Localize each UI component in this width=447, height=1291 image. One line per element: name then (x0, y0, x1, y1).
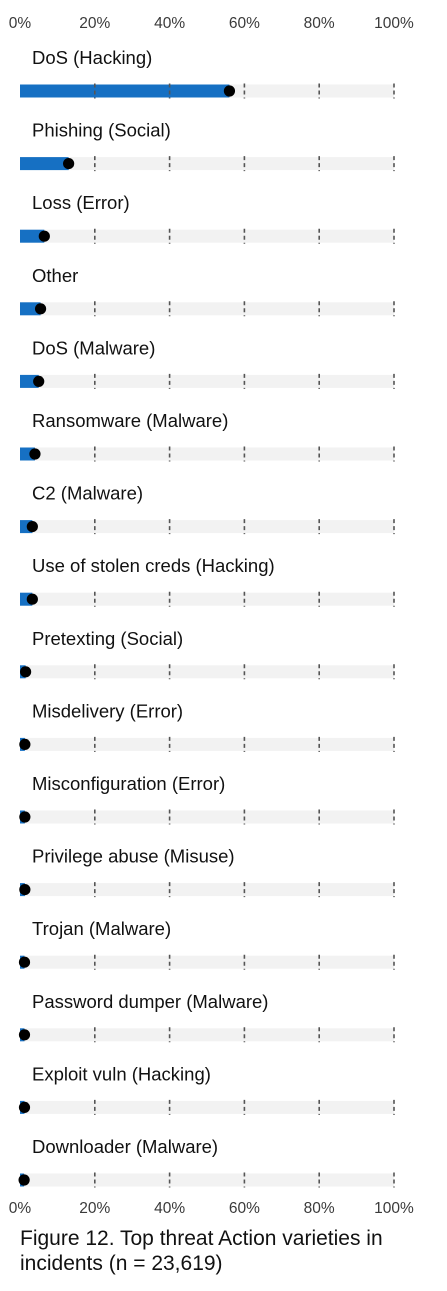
bar-track (20, 229, 394, 243)
x-axis-top-tick-label: 20% (79, 15, 110, 32)
category-label: Privilege abuse (Misuse) (32, 846, 235, 867)
bar-track (20, 447, 394, 461)
point-marker (26, 521, 38, 533)
bar-row: Loss (Error) (20, 192, 395, 244)
point-marker (20, 666, 32, 678)
bar-track (20, 883, 394, 897)
bar-track (20, 157, 394, 171)
bar-track (20, 592, 394, 606)
x-axis-bottom-tick-label: 20% (79, 1200, 110, 1217)
category-label: Loss (Error) (32, 192, 130, 213)
bar-row: Other (20, 265, 395, 317)
bar-rows: DoS (Hacking) Phishing (Social) Loss (Erro… (18, 47, 395, 1188)
x-axis-top-tick-label: 40% (154, 15, 185, 32)
figure-caption: Figure 12. Top threat Action varieties i… (20, 1227, 383, 1275)
bar-track (20, 955, 394, 969)
category-label: Phishing (Social) (32, 120, 171, 141)
x-axis-top-tick-label: 100% (374, 15, 414, 32)
bar-row: Use of stolen creds (Hacking) (20, 555, 395, 607)
x-axis-bottom-tick-label: 60% (229, 1200, 260, 1217)
bar-row: Exploit vuln (Hacking) (18, 1063, 395, 1115)
category-label: Use of stolen creds (Hacking) (32, 555, 275, 576)
bar-track (20, 374, 394, 388)
x-axis-bottom-tick-label: 40% (154, 1200, 185, 1217)
point-marker (18, 956, 31, 968)
category-label: Pretexting (Social) (32, 628, 183, 649)
bar-track (20, 520, 394, 534)
point-marker (26, 593, 38, 605)
bar-row: Phishing (Social) (20, 120, 395, 172)
bar-row: Trojan (Malware) (18, 918, 395, 970)
category-label: DoS (Malware) (32, 337, 155, 358)
category-label: Misconfiguration (Error) (32, 773, 225, 794)
bar-track (20, 302, 394, 316)
point-marker (19, 884, 31, 896)
x-axis-bottom-tick-label: 0% (9, 1200, 32, 1217)
bar-row: Misconfiguration (Error) (19, 773, 395, 825)
bar-row: Ransomware (Malware) (20, 410, 395, 462)
point-marker (29, 448, 41, 460)
x-axis-bottom: 0% 20% 40% 60% 80% 100% (9, 1200, 414, 1217)
point-marker (18, 1174, 30, 1186)
bar-track (20, 1100, 394, 1114)
category-label: Ransomware (Malware) (32, 410, 228, 431)
bar (20, 157, 69, 171)
point-marker (18, 1029, 31, 1041)
bar-row: DoS (Malware) (20, 337, 395, 389)
bar (20, 84, 230, 98)
x-axis-bottom-tick-label: 100% (374, 1200, 414, 1217)
point-marker (18, 1101, 31, 1113)
point-marker (19, 738, 31, 751)
point-marker (38, 230, 50, 242)
point-marker (34, 303, 47, 315)
point-marker (223, 85, 236, 97)
category-label: Downloader (Malware) (32, 1136, 218, 1157)
category-label: Trojan (Malware) (32, 918, 171, 939)
bar-row: Privilege abuse (Misuse) (19, 846, 395, 898)
bar-track (20, 737, 394, 751)
x-axis-bottom-tick-label: 80% (304, 1200, 335, 1217)
bar (20, 229, 45, 243)
bar (20, 374, 39, 388)
bar-row: Misdelivery (Error) (19, 700, 395, 752)
bar-row: Downloader (Malware) (18, 1136, 395, 1188)
x-axis-top-tick-label: 80% (304, 15, 335, 32)
point-marker (19, 811, 31, 823)
point-marker (33, 375, 45, 387)
category-label: Other (32, 265, 78, 286)
category-label: Misdelivery (Error) (32, 700, 183, 721)
bar-track (20, 665, 394, 679)
bar-track (20, 810, 394, 824)
category-label: C2 (Malware) (32, 483, 143, 504)
bar-track (20, 1173, 394, 1187)
category-label: DoS (Hacking) (32, 47, 152, 68)
bar-track (20, 1028, 394, 1042)
x-axis-top: 0% 20% 40% 60% 80% 100% (9, 15, 414, 32)
x-axis-top-tick-label: 60% (229, 15, 260, 32)
x-axis-top-tick-label: 0% (9, 15, 32, 32)
bar-row: DoS (Hacking) (20, 47, 395, 99)
bar-row: Pretexting (Social) (20, 628, 395, 680)
point-marker (63, 158, 75, 170)
category-label: Password dumper (Malware) (32, 991, 268, 1012)
category-label: Exploit vuln (Hacking) (32, 1063, 211, 1084)
bar-row: Password dumper (Malware) (18, 991, 395, 1043)
bar-row: C2 (Malware) (20, 483, 395, 535)
bar (20, 302, 41, 316)
